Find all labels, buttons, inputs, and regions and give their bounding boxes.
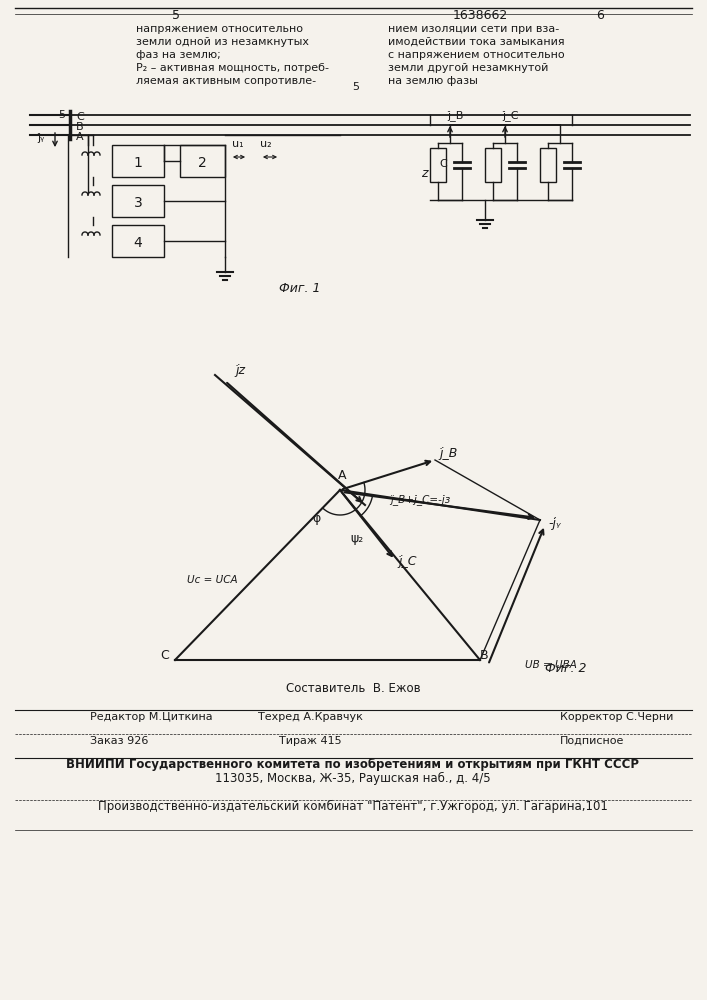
Text: u₂: u₂ xyxy=(260,139,271,149)
Text: 1638662: 1638662 xyxy=(452,9,508,22)
Bar xyxy=(112,225,164,257)
Text: на землю фазы: на землю фазы xyxy=(388,76,478,86)
Text: Техред А.Кравчук: Техред А.Кравчук xyxy=(257,712,363,722)
Text: j̇_C: j̇_C xyxy=(398,555,416,568)
Text: 5: 5 xyxy=(172,9,180,22)
Text: z: z xyxy=(421,167,428,180)
Text: u₁: u₁ xyxy=(232,139,244,149)
Text: 6: 6 xyxy=(596,9,604,22)
Text: фаз на землю;: фаз на землю; xyxy=(136,50,221,60)
Text: j̇_B: j̇_B xyxy=(439,447,457,460)
Text: j̇z: j̇z xyxy=(235,364,245,377)
Text: нием изоляции сети при вза-: нием изоляции сети при вза- xyxy=(388,24,559,34)
Text: Тираж 415: Тираж 415 xyxy=(279,736,341,746)
Text: 1: 1 xyxy=(134,156,142,170)
Text: земли одной из незамкнутых: земли одной из незамкнутых xyxy=(136,37,309,47)
Text: j̇ᵧ: j̇ᵧ xyxy=(37,133,45,143)
Text: U̇c = U̇CA: U̇c = U̇CA xyxy=(187,575,238,585)
Text: A: A xyxy=(76,132,83,142)
Bar xyxy=(430,148,446,182)
Text: ψ₂: ψ₂ xyxy=(350,532,363,545)
Text: U̇B = U̇BA: U̇B = U̇BA xyxy=(525,660,577,670)
Text: φ: φ xyxy=(312,512,320,525)
Text: B: B xyxy=(479,649,489,662)
Text: 4: 4 xyxy=(134,236,142,250)
Text: земли другой незамкнутой: земли другой незамкнутой xyxy=(388,63,549,73)
Text: j̇_B+j̇_C=-j̇з: j̇_B+j̇_C=-j̇з xyxy=(390,494,450,505)
Text: 3: 3 xyxy=(134,196,142,210)
Text: 2: 2 xyxy=(198,156,207,170)
Text: Подписное: Подписное xyxy=(560,736,624,746)
Text: Корректор С.Черни: Корректор С.Черни xyxy=(560,712,673,722)
Bar xyxy=(485,148,501,182)
Text: имодействии тока замыкания: имодействии тока замыкания xyxy=(388,37,565,47)
Text: напряжением относительно: напряжением относительно xyxy=(136,24,303,34)
Text: 5: 5 xyxy=(59,110,66,120)
Text: C: C xyxy=(160,649,170,662)
Bar xyxy=(540,148,556,182)
Text: C: C xyxy=(76,112,83,122)
Text: Фиг. 2: Фиг. 2 xyxy=(545,662,587,675)
Text: Заказ 926: Заказ 926 xyxy=(90,736,148,746)
Text: с напряжением относительно: с напряжением относительно xyxy=(388,50,565,60)
Text: Производственно-издательский комбинат "Патент", г.Ужгород, ул. Гагарина,101: Производственно-издательский комбинат "П… xyxy=(98,800,608,813)
Text: Фиг. 1: Фиг. 1 xyxy=(279,282,321,295)
Text: P₂ – активная мощность, потреб-: P₂ – активная мощность, потреб- xyxy=(136,63,329,73)
Text: 113035, Москва, Ж-35, Раушская наб., д. 4/5: 113035, Москва, Ж-35, Раушская наб., д. … xyxy=(215,772,491,785)
Bar xyxy=(112,145,164,177)
Bar xyxy=(180,145,225,177)
Text: A: A xyxy=(338,469,346,482)
Text: 5: 5 xyxy=(353,82,359,92)
Text: -j̇ᵧ: -j̇ᵧ xyxy=(548,517,561,530)
Text: j̇_C: j̇_C xyxy=(502,110,518,121)
Text: ВНИИПИ Государственного комитета по изобретениям и открытиям при ГКНТ СССР: ВНИИПИ Государственного комитета по изоб… xyxy=(66,758,640,771)
Text: Составитель  В. Ежов: Составитель В. Ежов xyxy=(286,682,421,695)
Text: ляемая активным сопротивле-: ляемая активным сопротивле- xyxy=(136,76,316,86)
Text: C: C xyxy=(439,159,447,169)
Text: Редактор М.Циткина: Редактор М.Циткина xyxy=(90,712,213,722)
Text: j̇_B: j̇_B xyxy=(447,110,463,121)
Text: B: B xyxy=(76,122,83,132)
Bar xyxy=(112,185,164,217)
